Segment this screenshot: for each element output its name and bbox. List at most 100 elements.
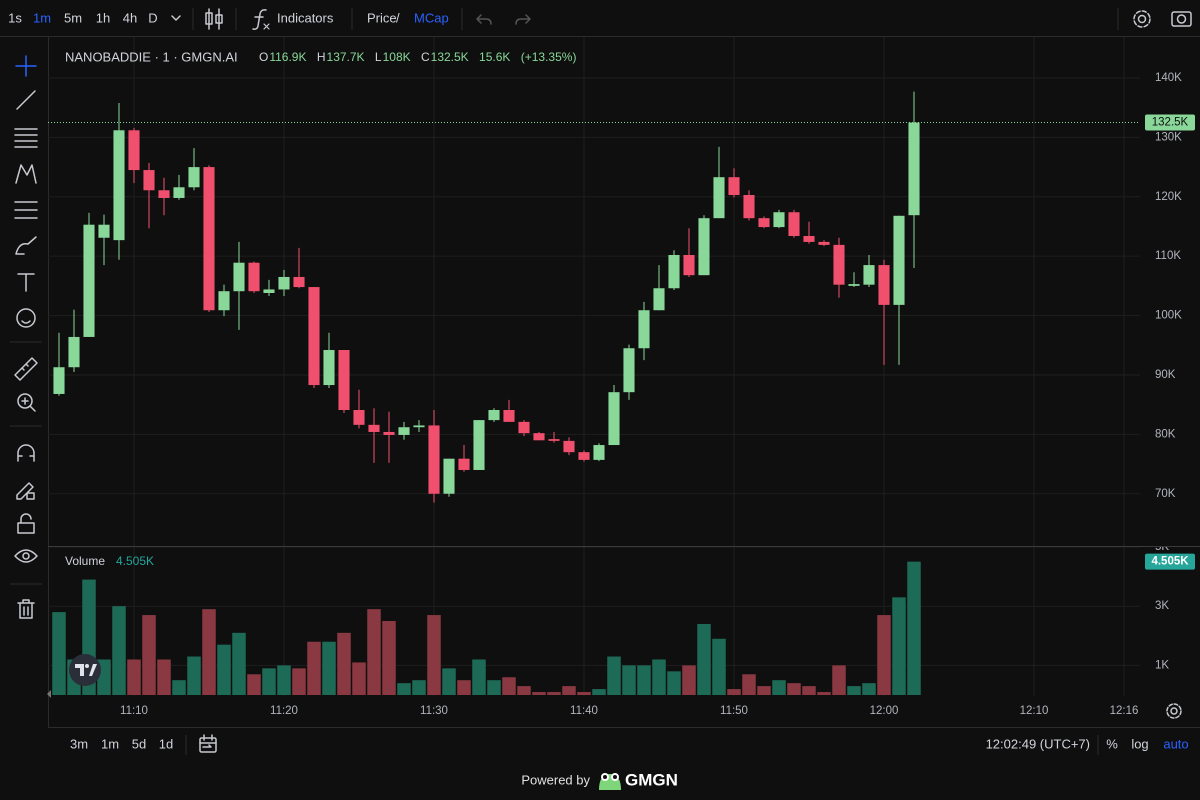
x-tick-label: 11:40 [570,705,598,717]
pattern-tool[interactable] [15,164,37,184]
volume-bar [277,665,291,695]
brush-tool[interactable] [15,236,37,255]
volume-bar [217,644,231,695]
volume-bar [412,680,426,695]
candle-body [113,130,125,241]
interval[interactable]: 4h [123,10,137,25]
volume-bar [247,674,261,695]
volume-bar [322,641,336,695]
ruler-tool[interactable] [14,357,38,381]
lock-drawing-tool[interactable] [16,482,35,500]
interval[interactable]: 1s [8,10,22,25]
axis-settings-button[interactable] [1166,703,1182,719]
volume-bar [877,615,891,695]
candle-body [638,310,650,349]
interval[interactable]: 1h [96,10,110,25]
visibility-tool[interactable] [14,549,38,563]
lock-tool[interactable] [17,513,35,534]
volume-bar [397,683,411,695]
volume-bar [532,692,546,695]
price-pane [48,91,1140,503]
volume-bar [832,665,846,695]
indicators-button[interactable]: Indicators [252,9,334,30]
log-toggle[interactable]: log [1131,736,1148,751]
volume-bar [637,665,651,695]
percent-toggle[interactable]: % [1106,736,1118,751]
candle-body [218,291,230,311]
last-price-label: 132.5K [1152,117,1189,129]
volume-bar [727,689,741,695]
magnet-tool[interactable] [17,444,35,462]
candle-body [548,439,560,441]
candle-body [698,218,710,276]
interval[interactable]: 5m [64,10,82,25]
redo-button[interactable] [515,14,531,25]
candle-body [758,218,770,228]
candle-body [743,195,755,219]
prediction-tool[interactable] [14,201,38,219]
trendline-tool[interactable] [16,90,36,110]
volume-bar [172,680,186,695]
indicators-label[interactable]: Indicators [277,10,334,25]
candle-body [728,177,740,196]
interval-dropdown[interactable] [171,15,181,21]
clock: 12:02:49 (UTC+7) [986,736,1090,751]
candle-body [908,122,920,216]
candle-body [263,289,275,293]
chart-title: NANOBADDIE · 1 · GMGN.AI [65,49,238,64]
legend-value: 132.5K [431,50,469,64]
goto-date-button[interactable] [199,734,217,753]
gmgn-logo [599,773,621,790]
icon-tool[interactable] [16,308,36,328]
candle-body [323,350,335,386]
range-button[interactable]: 1d [159,736,173,751]
candle-body [653,288,665,311]
range-button[interactable]: 5d [132,736,146,751]
volume-bar [847,686,861,695]
candle-body [683,254,695,276]
crosshair-tool[interactable] [15,55,37,77]
zoom-tool[interactable] [17,393,36,412]
candle-body [518,421,530,434]
volume-bar [262,668,276,695]
volume-bar [817,692,831,695]
bottom-bar: 3m 1m 5d 1d 12:02:49 (UTC+7) % log auto [70,734,1189,755]
volume-bar [787,683,801,695]
legend-value: 137.7K [327,50,365,64]
volume-bar [427,615,441,695]
price-toggle[interactable]: Price [367,10,397,25]
settings-button[interactable] [1133,10,1151,28]
candle-body [53,367,65,394]
volume-bar [862,683,876,695]
volume-tick-label: 5K [1155,541,1169,553]
collapse-arrow[interactable] [47,690,51,698]
undo-button[interactable] [476,14,492,25]
y-tick-label: 100K [1155,310,1182,322]
candle-body [713,177,725,219]
range-button[interactable]: 3m [70,736,88,751]
legend-key: C [421,50,430,64]
volume-bar [337,632,351,695]
y-tick-label: 110K [1155,250,1181,262]
volume-bar [307,641,321,695]
candle-body [83,224,95,337]
volume-bar [607,656,621,695]
volume-bar [382,621,396,695]
x-tick-label: 11:20 [270,705,298,717]
delete-tool[interactable] [17,599,35,619]
mcap-toggle[interactable]: MCap [414,10,449,25]
interval[interactable]: D [148,10,157,25]
candle-body [428,425,440,494]
auto-toggle[interactable]: auto [1163,736,1188,751]
candle-body [398,427,410,435]
candle-body [863,265,875,285]
interval[interactable]: 1m [33,10,51,25]
range-button[interactable]: 1m [101,736,119,751]
candle-body [68,336,80,368]
screenshot-button[interactable] [1171,11,1192,27]
chart-type-button[interactable] [205,8,223,30]
fib-tool[interactable] [14,128,38,148]
volume-bar [292,668,306,695]
text-tool[interactable] [17,273,35,292]
